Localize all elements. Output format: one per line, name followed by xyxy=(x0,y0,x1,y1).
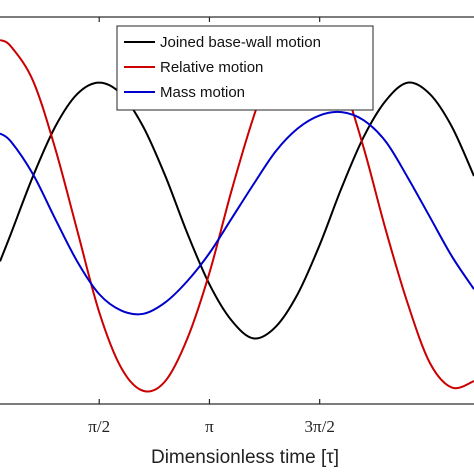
series-line-joined-base-wall-motion xyxy=(0,81,474,340)
legend-label-relative-motion: Relative motion xyxy=(160,59,263,76)
x-axis: π/2 π 3π/2 Dimensionless time [τ] xyxy=(88,17,339,468)
legend-label-mass-motion: Mass motion xyxy=(160,84,245,101)
series-line-mass-motion xyxy=(0,110,474,316)
plot-area-frame xyxy=(0,16,474,405)
x-tick-label: 3π/2 xyxy=(305,417,335,436)
x-tick-label: π xyxy=(205,417,214,436)
legend-box xyxy=(116,25,374,111)
series-line-relative-motion xyxy=(0,31,474,393)
legend: Joined base-wall motion Relative motion … xyxy=(116,25,374,111)
series-group xyxy=(0,31,474,393)
x-axis-title: Dimensionless time [τ] xyxy=(151,447,339,468)
x-tick-label: π/2 xyxy=(88,417,110,436)
legend-label-joined-base-wall-motion: Joined base-wall motion xyxy=(160,34,321,51)
